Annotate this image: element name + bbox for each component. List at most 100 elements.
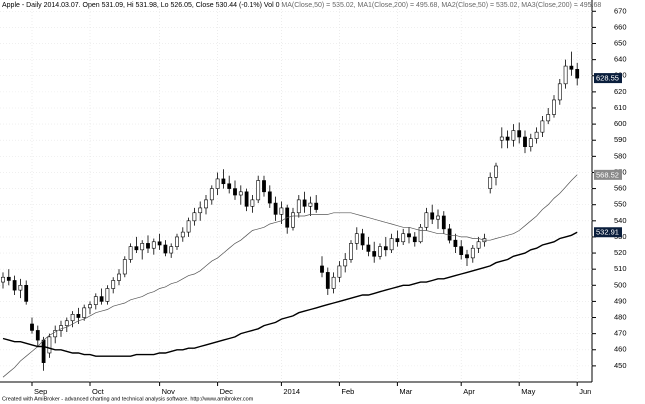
candle-body [302, 199, 307, 207]
candle-body [557, 83, 562, 101]
candle-body [192, 212, 197, 222]
last-value-label: 568.52 [596, 170, 619, 179]
candle-body [35, 330, 40, 341]
candle-body [407, 233, 411, 238]
candle-body [465, 254, 469, 259]
candle-body [64, 320, 69, 326]
candle-body [412, 236, 417, 243]
x-tick-label: Sep [34, 387, 47, 396]
candle-body [314, 202, 319, 210]
x-tick-label: Nov [162, 387, 176, 396]
candle-body [511, 130, 516, 141]
candle-body [12, 280, 17, 291]
y-tick-label: 670 [614, 6, 627, 15]
y-tick-label: 510 [614, 264, 627, 273]
candle-body [337, 265, 342, 278]
chart-title: Apple - Daily 2014.03.07. Open 531.09, H… [2, 2, 601, 9]
candle-body [88, 304, 92, 309]
candle-body [383, 246, 388, 251]
last-value-label: 628.55 [596, 74, 619, 83]
y-tick-label: 660 [614, 22, 627, 31]
candle-body [349, 243, 353, 260]
candle-body [563, 65, 568, 85]
candle-body [117, 273, 121, 281]
candle-body [215, 178, 220, 189]
candle-body [534, 131, 539, 139]
last-value-label: 532.91 [596, 228, 619, 237]
candle-body [47, 336, 52, 354]
candle-body [528, 138, 533, 147]
candle-body [366, 244, 371, 252]
x-tick-label: Dec [220, 387, 234, 396]
candle-body [325, 272, 330, 289]
candle-body [140, 243, 145, 251]
candle-body [320, 265, 324, 273]
candle-body [53, 330, 58, 338]
y-tick-label: 580 [614, 151, 627, 160]
x-tick-label: Feb [341, 387, 354, 396]
candle-body [430, 212, 435, 220]
candle-body [267, 191, 272, 204]
candle-body [296, 199, 301, 214]
y-tick-label: 560 [614, 184, 627, 193]
candle-body [134, 246, 139, 251]
candle-body [360, 233, 365, 246]
candle-body [552, 99, 556, 115]
y-tick-label: 470 [614, 329, 627, 338]
candle-body [186, 220, 191, 233]
candle-body [569, 65, 574, 70]
candle-body [436, 215, 440, 220]
y-tick-label: 640 [614, 55, 627, 64]
candle-body [273, 202, 278, 215]
candle-body [540, 120, 545, 133]
last-value-box [594, 227, 622, 238]
last-value-box [594, 73, 622, 84]
x-tick-label: Mar [399, 387, 412, 396]
candle-body [204, 199, 208, 209]
candle-body [41, 339, 46, 363]
y-tick-label: 550 [614, 200, 627, 209]
y-tick-label: 490 [614, 296, 627, 305]
candle-body [198, 207, 203, 214]
y-tick-label: 500 [614, 280, 627, 289]
candle-body [146, 243, 150, 249]
candle-body [343, 259, 348, 267]
candle-body [505, 136, 510, 141]
candle-body [401, 233, 406, 243]
footer: Created with AmiBroker - advanced charti… [2, 396, 254, 402]
y-tick-label: 650 [614, 39, 627, 48]
candle-body [424, 212, 429, 228]
candle-body [151, 241, 156, 249]
candle-body [1, 276, 5, 283]
candle-body [30, 323, 34, 331]
candle-body [470, 247, 475, 259]
candle-body [238, 191, 243, 196]
x-tick-label: Jun [579, 387, 591, 396]
candle-body [70, 314, 75, 322]
candle-body [76, 314, 81, 318]
candle-body [128, 246, 133, 260]
candle-body [354, 233, 359, 244]
candle-body [476, 241, 481, 249]
y-tick-label: 460 [614, 345, 627, 354]
candle-body [221, 178, 226, 185]
candle-body [575, 69, 580, 79]
y-tick-label: 450 [614, 361, 627, 370]
candle-body [395, 238, 400, 243]
candle-body [122, 259, 127, 275]
candle-body [447, 228, 452, 241]
candle-body [105, 288, 110, 302]
candle-body [389, 238, 394, 251]
candle-body [256, 180, 261, 201]
candle-body [308, 202, 313, 207]
subtitle: MA(Close,50) = 535.02, MA1(Close,200) = … [281, 2, 601, 9]
candle-body [18, 284, 23, 291]
candle-body [331, 276, 336, 289]
last-value-box [594, 169, 622, 180]
candle-body [418, 226, 423, 243]
candle-body [6, 276, 11, 281]
y-tick-label: 620 [614, 87, 627, 96]
